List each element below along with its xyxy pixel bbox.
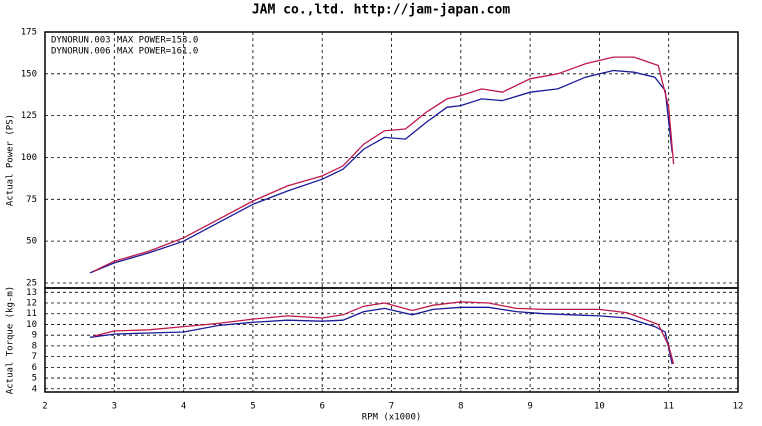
x-tick-label: 8 <box>458 402 463 412</box>
legend-max: MAX POWER=161.0 <box>117 47 198 57</box>
x-tick-label: 10 <box>594 402 605 412</box>
y-tick-label: 50 <box>26 237 37 247</box>
y-axis-label: Actual Torque (kg-m) <box>6 286 16 394</box>
y-tick-label: 7 <box>32 352 37 362</box>
x-axis-label: RPM (x1000) <box>362 413 422 423</box>
x-tick-label: 7 <box>389 402 394 412</box>
y-tick-label: 4 <box>32 384 37 394</box>
y-tick-label: 25 <box>26 278 37 288</box>
y-tick-label: 8 <box>32 341 37 351</box>
x-tick-label: 12 <box>733 402 744 412</box>
x-tick-label: 3 <box>112 402 117 412</box>
x-tick-label: 6 <box>319 402 324 412</box>
legend-entry: DYNORUN.006 <box>51 47 111 57</box>
y-tick-label: 11 <box>26 309 37 319</box>
y-tick-label: 13 <box>26 288 37 298</box>
y-tick-label: 175 <box>21 28 37 38</box>
x-tick-label: 2 <box>42 402 47 412</box>
x-tick-label: 5 <box>250 402 255 412</box>
y-tick-label: 10 <box>26 320 37 330</box>
y-tick-label: 6 <box>32 363 37 373</box>
x-tick-label: 4 <box>181 402 186 412</box>
y-tick-label: 125 <box>21 111 37 121</box>
legend-max: MAX POWER=153.0 <box>117 36 198 46</box>
plot-frame <box>44 287 739 393</box>
y-axis-label: Actual Power (PS) <box>6 114 16 206</box>
x-tick-label: 11 <box>663 402 674 412</box>
legend-entry: DYNORUN.003 <box>51 36 111 46</box>
y-tick-label: 150 <box>21 69 37 79</box>
y-tick-label: 75 <box>26 195 37 205</box>
x-tick-label: 9 <box>527 402 532 412</box>
data-line <box>89 306 673 365</box>
data-line <box>89 69 673 274</box>
y-tick-label: 9 <box>32 331 37 341</box>
y-tick-label: 100 <box>21 153 37 163</box>
y-tick-label: 12 <box>26 299 37 309</box>
chart-title: JAM co.,ltd. http://jam-japan.com <box>252 3 510 18</box>
y-tick-label: 5 <box>32 374 37 384</box>
data-line <box>93 301 675 365</box>
data-line <box>93 56 675 272</box>
